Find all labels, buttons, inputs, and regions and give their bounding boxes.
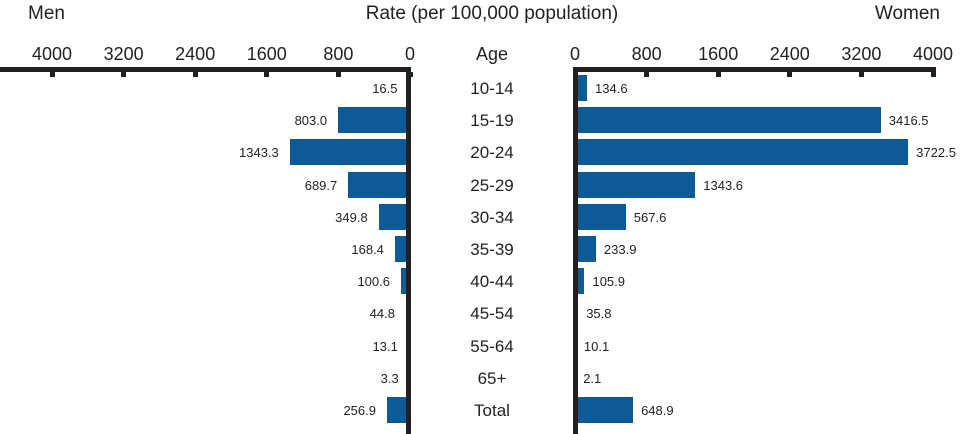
chart-row: 3.3 65+ 2.1	[0, 362, 960, 394]
men-bar	[348, 171, 410, 198]
women-axis-tick-label: 2400	[769, 44, 810, 64]
men-zero-baseline	[406, 67, 411, 434]
men-value-label: 13.1	[372, 338, 398, 354]
women-axis-tick-label: 4000	[912, 44, 954, 64]
axis-tick-mark	[121, 72, 127, 77]
axis-tick-mark	[264, 72, 270, 77]
men-value-label: 1343.3	[239, 145, 279, 161]
women-value-label: 2.1	[583, 370, 602, 386]
women-value-label: 105.9	[592, 274, 626, 290]
age-group-label: 10-14	[470, 79, 514, 98]
men-bar	[289, 139, 410, 166]
axis-tick-mark	[49, 72, 55, 77]
women-value-label: 1343.6	[703, 177, 744, 193]
age-group-label: Total	[474, 401, 510, 420]
age-column-header: Age	[475, 44, 509, 64]
axis-tick-mark	[930, 72, 936, 77]
women-bar	[575, 203, 626, 230]
chart-title: Rate (per 100,000 population)	[365, 3, 619, 24]
chart-row: 349.8 30-34 567.6	[0, 201, 960, 233]
women-value-label: 648.9	[641, 403, 674, 418]
women-value-label: 35.8	[586, 306, 612, 322]
men-axis-tick-label: 4000	[31, 44, 73, 64]
age-group-label: 30-34	[470, 207, 514, 227]
axis-tick-mark	[335, 72, 341, 77]
women-axis-tick-label: 800	[631, 44, 662, 64]
age-group-label: 25-29	[470, 175, 514, 195]
men-value-label: 168.4	[351, 242, 384, 257]
men-value-label: 44.8	[369, 306, 395, 322]
men-axis-tick-label: 800	[323, 44, 354, 64]
women-value-label: 134.6	[595, 81, 628, 96]
axis-tick-mark	[787, 72, 793, 77]
men-value-label: 349.8	[335, 209, 368, 225]
age-group-label: 45-54	[470, 304, 514, 324]
women-zero-baseline	[573, 67, 578, 434]
men-value-label: 100.6	[357, 274, 390, 290]
women-bar	[575, 107, 881, 134]
men-value-label: 16.5	[372, 81, 398, 96]
chart-row: 1343.3 20-24 3722.5	[0, 136, 960, 168]
chart-row: 44.8 45-54 35.8	[0, 297, 960, 329]
women-bar	[575, 268, 585, 295]
men-bar	[400, 268, 410, 295]
women-value-label: 3416.5	[888, 113, 929, 129]
men-panel-header: Men	[28, 3, 65, 24]
men-axis-line	[0, 67, 411, 72]
age-group-label: 40-44	[470, 272, 514, 292]
men-value-label: 3.3	[380, 370, 399, 386]
women-value-label: 233.9	[603, 242, 637, 257]
men-axis-tick-label: 1600	[246, 44, 287, 64]
women-panel-header: Women	[874, 3, 940, 24]
axis-tick-mark	[572, 72, 578, 77]
chart-row: 256.9 Total 648.9	[0, 394, 960, 426]
women-bar	[575, 75, 588, 101]
men-bar	[378, 203, 410, 230]
axis-tick-mark	[715, 72, 721, 77]
women-bar	[575, 236, 596, 262]
chart-row: 689.7 25-29 1343.6	[0, 169, 960, 201]
men-bar	[338, 107, 410, 134]
women-value-label: 10.1	[583, 338, 610, 354]
women-axis-line	[573, 67, 936, 72]
chart-row: 168.4 35-39 233.9	[0, 233, 960, 265]
women-bar	[575, 171, 696, 198]
axis-tick-mark	[407, 72, 413, 77]
men-axis-tick-label: 3200	[103, 44, 144, 64]
women-bar	[575, 139, 909, 166]
age-group-label: 35-39	[470, 240, 514, 259]
age-group-label: 20-24	[470, 143, 514, 163]
women-value-label: 3722.5	[916, 145, 956, 161]
chart-row: 13.1 55-64 10.1	[0, 330, 960, 362]
chart-row: 803.0 15-19 3416.5	[0, 104, 960, 136]
men-value-label: 689.7	[304, 177, 338, 193]
men-bar	[387, 397, 410, 423]
women-axis-tick-label: 1600	[698, 44, 739, 64]
axis-tick-mark	[858, 72, 864, 77]
axis-tick-mark	[644, 72, 650, 77]
women-bar	[575, 397, 634, 423]
men-axis-tick-label: 0	[404, 44, 416, 64]
age-group-label: 55-64	[470, 336, 514, 356]
men-value-label: 256.9	[343, 403, 376, 418]
chart-row: 16.5 10-14 134.6	[0, 72, 960, 104]
women-axis-tick-label: 0	[569, 44, 581, 64]
men-value-label: 803.0	[294, 113, 328, 129]
age-group-label: 65+	[477, 368, 507, 388]
men-axis-tick-label: 2400	[175, 44, 216, 64]
women-value-label: 567.6	[633, 209, 667, 225]
age-group-label: 15-19	[470, 111, 514, 131]
chart-row: 100.6 40-44 105.9	[0, 265, 960, 297]
women-axis-tick-label: 3200	[841, 44, 882, 64]
axis-tick-mark	[192, 72, 198, 77]
